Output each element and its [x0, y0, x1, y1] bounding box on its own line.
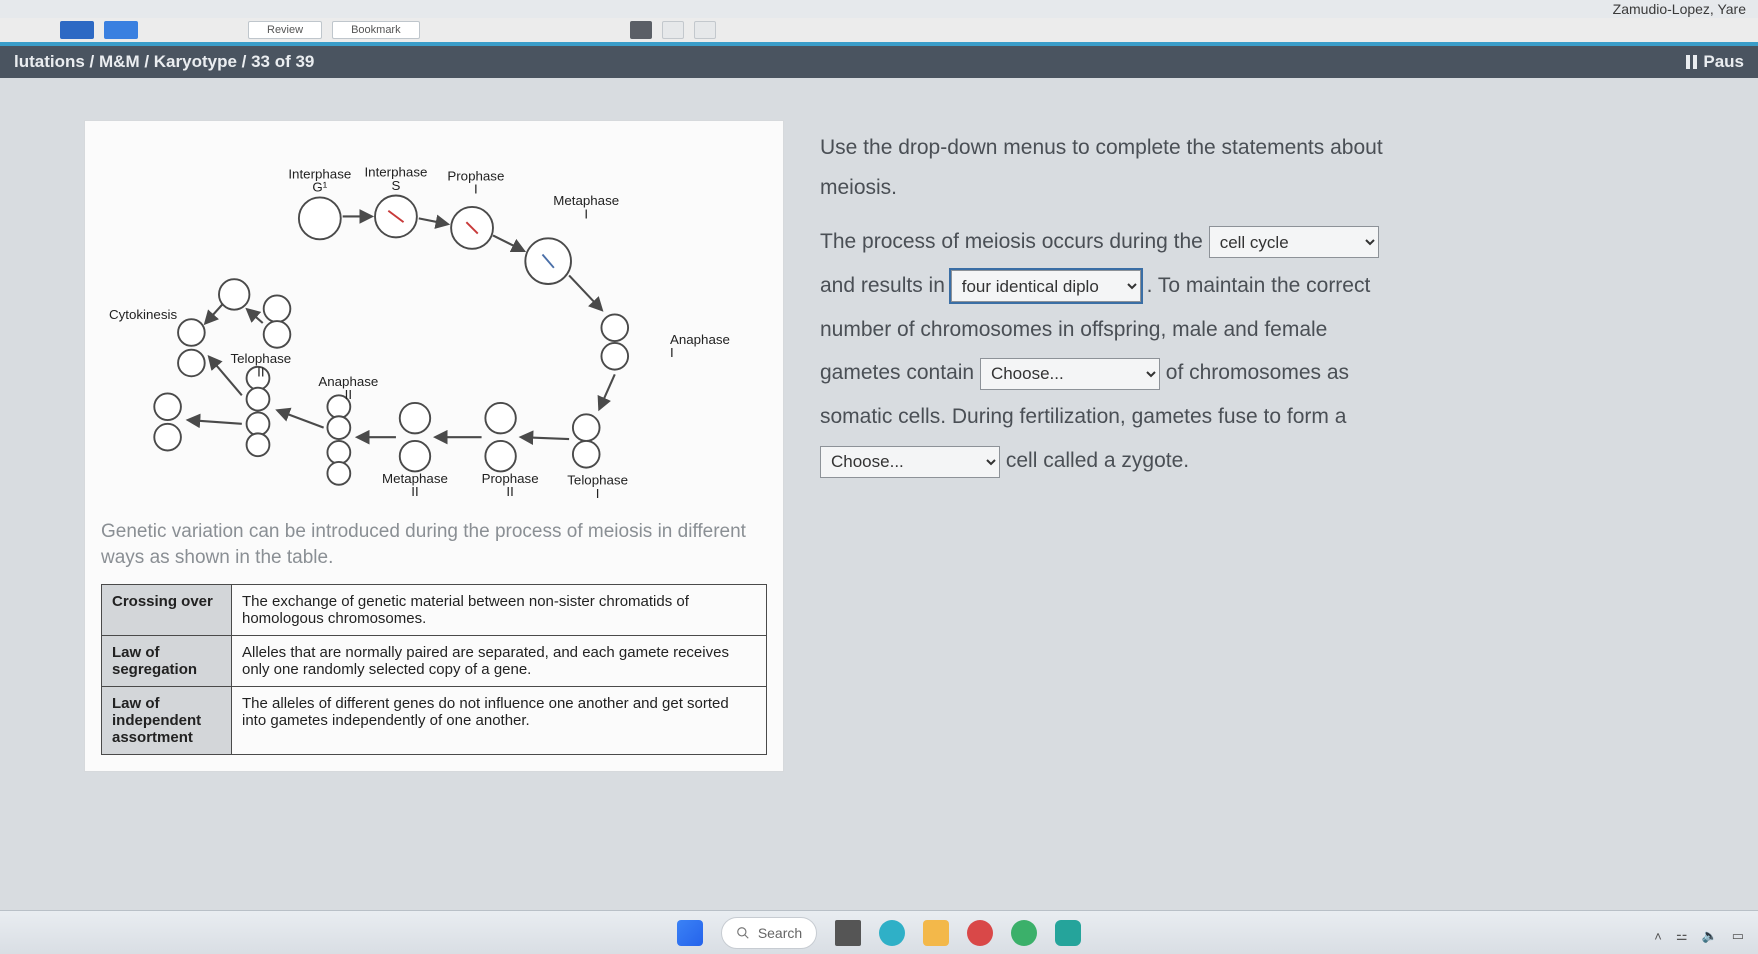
task-icon[interactable] — [879, 920, 905, 946]
user-label: Zamudio-Lopez, Yare — [1613, 1, 1746, 17]
svg-text:II: II — [506, 484, 513, 499]
meiosis-diagram: InterphaseG¹ InterphaseS ProphaseI Metap… — [101, 133, 767, 513]
row-desc: The alleles of different genes do not in… — [232, 687, 767, 755]
row-desc: Alleles that are normally paired are sep… — [232, 636, 767, 687]
task-icon[interactable] — [835, 920, 861, 946]
stimulus-panel: InterphaseG¹ InterphaseS ProphaseI Metap… — [84, 120, 784, 772]
volume-icon[interactable]: 🔈 — [1702, 928, 1718, 944]
table-row: Law of segregation Alleles that are norm… — [102, 636, 767, 687]
svg-text:I: I — [596, 486, 600, 501]
svg-text:G¹: G¹ — [312, 180, 327, 195]
svg-text:I: I — [584, 206, 588, 221]
question-panel: Use the drop-down menus to complete the … — [820, 120, 1460, 772]
task-icon[interactable] — [1055, 920, 1081, 946]
row-header: Crossing over — [102, 585, 232, 636]
wifi-icon[interactable]: ⚍ — [1676, 928, 1688, 944]
svg-text:S: S — [391, 178, 400, 193]
windows-taskbar[interactable]: Search — [0, 910, 1758, 954]
row-header: Law of independent assortment — [102, 687, 232, 755]
svg-text:II: II — [345, 387, 352, 402]
next-button[interactable] — [104, 21, 138, 39]
chevron-up-icon[interactable]: ˄ — [1654, 929, 1662, 944]
prev-button[interactable] — [60, 21, 94, 39]
row-desc: The exchange of genetic material between… — [232, 585, 767, 636]
svg-text:Anaphase: Anaphase — [670, 332, 730, 347]
tool-icon-3[interactable] — [694, 21, 716, 39]
pause-label: Paus — [1703, 52, 1744, 72]
battery-icon[interactable]: ▭ — [1732, 928, 1744, 944]
breadcrumb: lutations / M&M / Karyotype / 33 of 39 — [14, 52, 314, 72]
dropdown-4[interactable]: Choose... — [820, 446, 1000, 478]
variation-table: Crossing over The exchange of genetic ma… — [101, 584, 767, 755]
question-intro: Use the drop-down menus to complete the … — [820, 128, 1460, 208]
pause-button[interactable]: Paus — [1686, 52, 1744, 72]
taskbar-search[interactable]: Search — [721, 917, 817, 949]
start-icon[interactable] — [677, 920, 703, 946]
svg-text:II: II — [257, 364, 264, 379]
top-strip: Zamudio-Lopez, Yare — [0, 0, 1758, 18]
tool-icon-1[interactable] — [630, 21, 652, 39]
breadcrumb-bar: lutations / M&M / Karyotype / 33 of 39 P… — [0, 46, 1758, 78]
row-header: Law of segregation — [102, 636, 232, 687]
review-button[interactable]: Review — [248, 21, 322, 39]
secondary-toolbar: Review Bookmark — [0, 18, 1758, 42]
table-row: Crossing over The exchange of genetic ma… — [102, 585, 767, 636]
caption-text: Genetic variation can be introduced duri… — [101, 519, 767, 570]
task-icon[interactable] — [1011, 920, 1037, 946]
text-segment: and results in — [820, 274, 951, 297]
search-icon — [736, 926, 750, 940]
pause-icon — [1686, 55, 1697, 69]
dropdown-1[interactable]: cell cycle — [1209, 226, 1379, 258]
text-segment: gametes contain — [820, 361, 980, 384]
dropdown-3[interactable]: Choose... — [980, 358, 1160, 390]
svg-text:I: I — [670, 345, 674, 360]
search-placeholder: Search — [758, 925, 802, 941]
text-segment: somatic cells. During fertilization, gam… — [820, 397, 1460, 437]
task-icon[interactable] — [967, 920, 993, 946]
tool-icon-2[interactable] — [662, 21, 684, 39]
table-row: Law of independent assortment The allele… — [102, 687, 767, 755]
task-icon[interactable] — [923, 920, 949, 946]
text-segment: The process of meiosis occurs during the — [820, 230, 1209, 253]
svg-text:II: II — [411, 484, 418, 499]
dropdown-2[interactable]: four identical diplo — [951, 270, 1141, 302]
system-tray[interactable]: ˄ ⚍ 🔈 ▭ — [1654, 928, 1744, 944]
svg-text:Cytokinesis: Cytokinesis — [109, 307, 177, 322]
svg-text:I: I — [474, 182, 478, 197]
text-segment: number of chromosomes in offspring, male… — [820, 310, 1460, 350]
text-segment: cell called a zygote. — [1006, 449, 1189, 472]
bookmark-button[interactable]: Bookmark — [332, 21, 420, 39]
text-segment: of chromosomes as — [1166, 361, 1349, 384]
text-segment: . To maintain the correct — [1147, 274, 1371, 297]
